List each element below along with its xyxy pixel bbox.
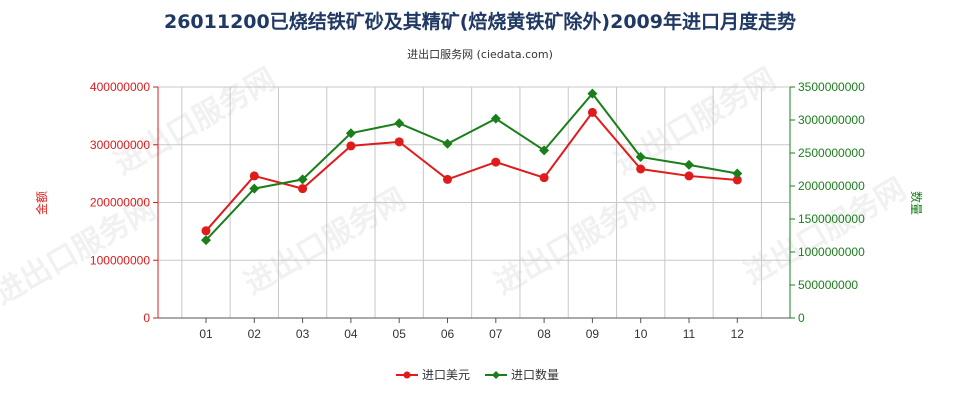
x-tick-label: 07 (489, 327, 503, 341)
x-axis-ticks: 01 02 03 04 05 06 07 08 09 10 11 12 (199, 318, 744, 341)
legend-item-qty[interactable]: 进口数量 (485, 367, 559, 382)
point-qty-05[interactable] (394, 118, 405, 129)
point-usd-10[interactable] (636, 164, 646, 174)
right-axis-title: 数量 (909, 191, 924, 215)
watermark-text: 进出口服务网 (239, 182, 412, 302)
x-tick-label: 08 (537, 327, 551, 341)
legend-marker-usd (403, 371, 411, 379)
x-tick-label: 03 (296, 327, 310, 341)
right-tick-label: 2500000000 (798, 146, 865, 160)
left-axis-title: 金额 (34, 191, 49, 215)
right-tick-label: 0 (798, 311, 805, 325)
watermark-text: 进出口服务网 (609, 62, 782, 182)
chart-subtitle: 进出口服务网 (ciedata.com) (407, 47, 553, 61)
x-tick-label: 12 (731, 327, 745, 341)
x-tick-label: 06 (441, 327, 455, 341)
right-tick-label: 1500000000 (798, 212, 865, 226)
legend-marker-qty (492, 371, 500, 379)
legend-item-usd[interactable]: 进口美元 (396, 368, 470, 382)
point-qty-07[interactable] (490, 113, 501, 124)
x-tick-label: 05 (393, 327, 407, 341)
point-qty-03[interactable] (297, 174, 308, 185)
series-line-usd (205, 110, 738, 232)
point-qty-02[interactable] (249, 183, 260, 194)
right-tick-label: 2000000000 (798, 179, 865, 193)
left-tick-label: 100000000 (90, 253, 150, 267)
point-usd-11[interactable] (684, 171, 694, 181)
point-usd-08[interactable] (539, 173, 549, 183)
watermark-text: 进出口服务网 (0, 192, 162, 312)
series-layer (201, 88, 743, 246)
point-qty-08[interactable] (539, 145, 550, 156)
point-qty-06[interactable] (442, 138, 453, 149)
watermark-text: 进出口服务网 (489, 182, 662, 302)
right-tick-label: 1000000000 (798, 245, 865, 259)
chart-title: 26011200已烧结铁矿砂及其精矿(焙烧黄铁矿除外)2009年进口月度走势 (164, 10, 796, 33)
point-qty-04[interactable] (345, 128, 356, 139)
point-usd-02[interactable] (249, 171, 259, 181)
point-usd-06[interactable] (443, 174, 452, 184)
point-usd-01[interactable] (201, 226, 211, 236)
point-qty-12[interactable] (732, 168, 743, 179)
x-tick-label: 04 (344, 327, 358, 341)
point-usd-12[interactable] (732, 175, 742, 185)
right-tick-label: 3500000000 (798, 80, 865, 94)
point-qty-09[interactable] (587, 88, 598, 99)
left-tick-label: 300000000 (90, 138, 150, 152)
point-usd-05[interactable] (394, 137, 404, 147)
left-tick-label: 400000000 (90, 80, 150, 94)
x-tick-label: 10 (634, 327, 648, 341)
left-tick-label: 200000000 (90, 196, 150, 210)
point-qty-11[interactable] (684, 159, 694, 170)
legend: 进口美元 进口数量 (396, 367, 559, 382)
left-axis-ticks: 0 100000000 200000000 300000000 400000000 (90, 80, 158, 325)
legend-label-usd: 进口美元 (422, 368, 470, 382)
right-axis-ticks: 0 500000000 1000000000 1500000000 2000000000… (790, 80, 865, 325)
x-tick-label: 02 (248, 327, 262, 341)
legend-label-qty: 进口数量 (511, 367, 559, 382)
x-tick-label: 09 (586, 327, 600, 341)
series-line-qty (205, 92, 738, 241)
x-tick-label: 01 (199, 327, 213, 341)
point-usd-09[interactable] (587, 107, 597, 117)
x-tick-label: 11 (683, 327, 696, 341)
left-tick-label: 0 (143, 311, 150, 325)
point-qty-01[interactable] (201, 235, 211, 246)
right-tick-label: 3000000000 (798, 113, 865, 127)
point-usd-04[interactable] (346, 141, 356, 151)
point-usd-07[interactable] (491, 157, 501, 167)
right-tick-label: 500000000 (798, 278, 858, 292)
point-usd-03[interactable] (298, 184, 308, 194)
gridlines (158, 86, 790, 319)
point-qty-10[interactable] (635, 151, 646, 162)
